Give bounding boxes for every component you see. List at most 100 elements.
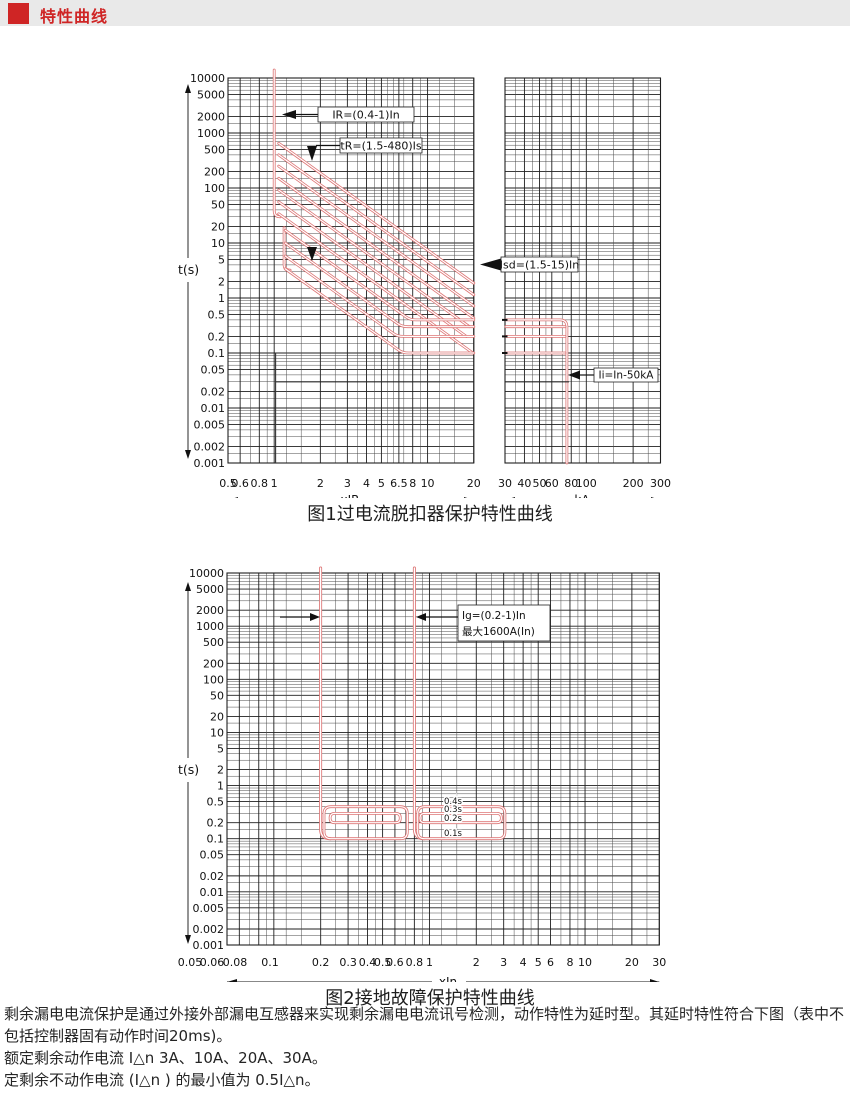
- footer-paragraph-1: 剩余漏电电流保护是通过外接外部漏电互感器来实现剩余漏电电流讯号检测，动作特性为延…: [4, 1005, 845, 1045]
- axes: 100005000200010005002001005020105210.50.…: [178, 567, 666, 982]
- svg-text:200: 200: [623, 477, 644, 490]
- svg-text:0.05: 0.05: [178, 956, 203, 969]
- svg-text:10000: 10000: [189, 567, 224, 580]
- svg-text:0.5: 0.5: [207, 796, 225, 809]
- svg-text:0.4s: 0.4s: [444, 797, 463, 807]
- svg-text:20: 20: [211, 220, 225, 233]
- svg-text:2: 2: [317, 477, 324, 490]
- svg-text:8: 8: [409, 477, 416, 490]
- section-header-bar: 特性曲线: [0, 0, 850, 26]
- svg-text:1: 1: [426, 956, 433, 969]
- svg-text:0.4: 0.4: [359, 956, 377, 969]
- svg-text:0.01: 0.01: [201, 402, 226, 415]
- svg-text:0.06: 0.06: [200, 956, 225, 969]
- svg-text:Isd=(1.5-15)In: Isd=(1.5-15)In: [500, 259, 579, 272]
- svg-text:2000: 2000: [196, 604, 224, 617]
- svg-text:2000: 2000: [197, 110, 225, 123]
- svg-text:t(s): t(s): [178, 762, 199, 777]
- figure2-ground-fault-curve-canvas: 0.4s0.3s0.2s 0.1s 10000 5000 2000 1000 500 200 1…: [178, 566, 666, 982]
- svg-text:0.005: 0.005: [194, 419, 226, 432]
- svg-text:50: 50: [211, 199, 225, 212]
- svg-text:1000: 1000: [196, 620, 224, 633]
- grid: [226, 572, 660, 946]
- svg-text:100: 100: [203, 673, 224, 686]
- trip-curves: [272, 68, 569, 465]
- figure2-caption: 图2接地故障保护特性曲线: [325, 988, 535, 1009]
- svg-text:0.5: 0.5: [374, 956, 392, 969]
- svg-text:0.8: 0.8: [251, 477, 269, 490]
- svg-text:0.5: 0.5: [219, 477, 237, 490]
- svg-text:50: 50: [210, 689, 224, 702]
- svg-text:50: 50: [532, 477, 546, 490]
- svg-text:5: 5: [217, 742, 224, 755]
- svg-text:1: 1: [217, 780, 224, 793]
- svg-text:60: 60: [545, 477, 559, 490]
- svg-text:10: 10: [211, 237, 225, 250]
- svg-text:10: 10: [210, 726, 224, 739]
- svg-text:5000: 5000: [196, 583, 224, 596]
- section-title: 特性曲线: [40, 7, 109, 26]
- svg-text:500: 500: [203, 636, 224, 649]
- svg-text:4: 4: [363, 477, 370, 490]
- svg-text:20: 20: [467, 477, 481, 490]
- svg-text:5000: 5000: [197, 89, 225, 102]
- svg-text:100: 100: [576, 477, 597, 490]
- svg-text:xIn: xIn: [439, 975, 457, 982]
- svg-text:0.08: 0.08: [223, 956, 248, 969]
- svg-text:Ii=In-50kA: Ii=In-50kA: [599, 370, 655, 382]
- svg-text:0.1: 0.1: [208, 347, 226, 360]
- figure1-caption: 图1过电流脱扣器保护特性曲线: [307, 504, 553, 525]
- svg-text:0.6: 0.6: [231, 477, 249, 490]
- red-accent-square: [8, 3, 29, 24]
- svg-text:6.5: 6.5: [390, 477, 408, 490]
- svg-text:300: 300: [650, 477, 671, 490]
- svg-text:5: 5: [535, 956, 542, 969]
- figure1-overcurrent-curve-canvas: 100005000200010005002001005020105210.50.…: [178, 68, 671, 498]
- svg-text:6: 6: [547, 956, 554, 969]
- svg-text:0.2s: 0.2s: [444, 814, 463, 824]
- svg-text:kA: kA: [574, 493, 590, 498]
- svg-text:0.2: 0.2: [312, 956, 330, 969]
- svg-text:0.1s: 0.1s: [444, 829, 463, 839]
- svg-text:200: 200: [203, 657, 224, 670]
- svg-text:1: 1: [271, 477, 278, 490]
- svg-text:1: 1: [218, 292, 225, 305]
- svg-text:30: 30: [652, 956, 666, 969]
- svg-text:3: 3: [344, 477, 351, 490]
- svg-text:0.1: 0.1: [207, 833, 225, 846]
- svg-text:xIR: xIR: [341, 493, 360, 498]
- figure2-plot: 0.4s0.3s0.2s 0.1s 10000 5000 2000 1000 500 200 1…: [178, 566, 666, 982]
- svg-text:t(s): t(s): [178, 262, 199, 277]
- svg-text:5: 5: [378, 477, 385, 490]
- svg-text:IR=(0.4-1)In: IR=(0.4-1)In: [332, 109, 399, 122]
- axes: 100005000200010005002001005020105210.50.…: [178, 72, 671, 498]
- svg-text:30: 30: [498, 477, 512, 490]
- svg-text:8: 8: [566, 956, 573, 969]
- svg-text:500: 500: [204, 144, 225, 157]
- svg-text:2: 2: [217, 764, 224, 777]
- svg-text:0.1: 0.1: [261, 956, 279, 969]
- svg-text:0.001: 0.001: [193, 939, 225, 952]
- annotations: IR=(0.4-1)In tR=(1.5-480)Is Isd=(1.5-15)In…: [282, 106, 659, 383]
- svg-text:40: 40: [517, 477, 531, 490]
- svg-text:4: 4: [520, 956, 527, 969]
- trip-curves: [319, 566, 507, 841]
- footer-paragraph-3: 定剩余不动作电流 (I△n ) 的最小值为 0.5I△n。: [4, 1071, 320, 1089]
- annotations: Ig=(0.2-1)In 最大1600A(In): [280, 604, 551, 642]
- svg-text:0.005: 0.005: [193, 902, 225, 915]
- svg-text:0.02: 0.02: [201, 385, 226, 398]
- svg-text:0.02: 0.02: [200, 870, 225, 883]
- svg-text:0.01: 0.01: [200, 886, 225, 899]
- svg-text:100: 100: [204, 182, 225, 195]
- delay-time-labels: 0.4s0.3s0.2s 0.1s: [443, 796, 465, 841]
- svg-text:10: 10: [421, 477, 435, 490]
- footer-paragraph-2: 额定剩余动作电流 I△n 3A、10A、20A、30A。: [4, 1049, 327, 1067]
- svg-text:0.3: 0.3: [339, 956, 357, 969]
- svg-text:0.002: 0.002: [194, 440, 226, 453]
- svg-text:tR=(1.5-480)Is: tR=(1.5-480)Is: [340, 140, 421, 153]
- svg-text:20: 20: [210, 710, 224, 723]
- svg-text:2: 2: [218, 275, 225, 288]
- svg-text:20: 20: [625, 956, 639, 969]
- svg-text:2: 2: [473, 956, 480, 969]
